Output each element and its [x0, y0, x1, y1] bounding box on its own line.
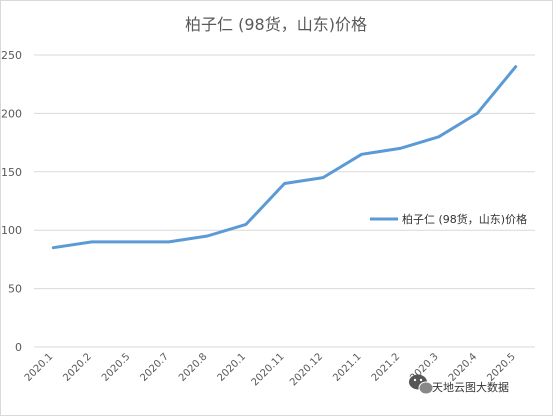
- legend: 柏子仁 (98货，山东)价格: [370, 212, 527, 226]
- watermark-text: 天地云图大数据: [432, 380, 509, 394]
- series-lines: [51, 65, 518, 250]
- y-axis-tick-labels: 0 50 100 150 200 250: [1, 49, 22, 354]
- gridlines: [34, 54, 535, 348]
- y-tick-label: 250: [1, 49, 22, 62]
- y-tick-label: 0: [15, 341, 22, 354]
- y-tick-label: 50: [8, 283, 22, 296]
- y-tick-label: 200: [1, 107, 22, 120]
- y-tick-label: 100: [1, 224, 22, 237]
- y-tick-label: 150: [1, 166, 22, 179]
- legend-label: 柏子仁 (98货，山东)价格: [402, 212, 527, 226]
- series-line: [51, 65, 518, 250]
- wechat-icon: [409, 374, 434, 395]
- watermark: 天地云图大数据: [409, 374, 509, 395]
- chart-title: 柏子仁 (98货，山东)价格: [185, 15, 367, 34]
